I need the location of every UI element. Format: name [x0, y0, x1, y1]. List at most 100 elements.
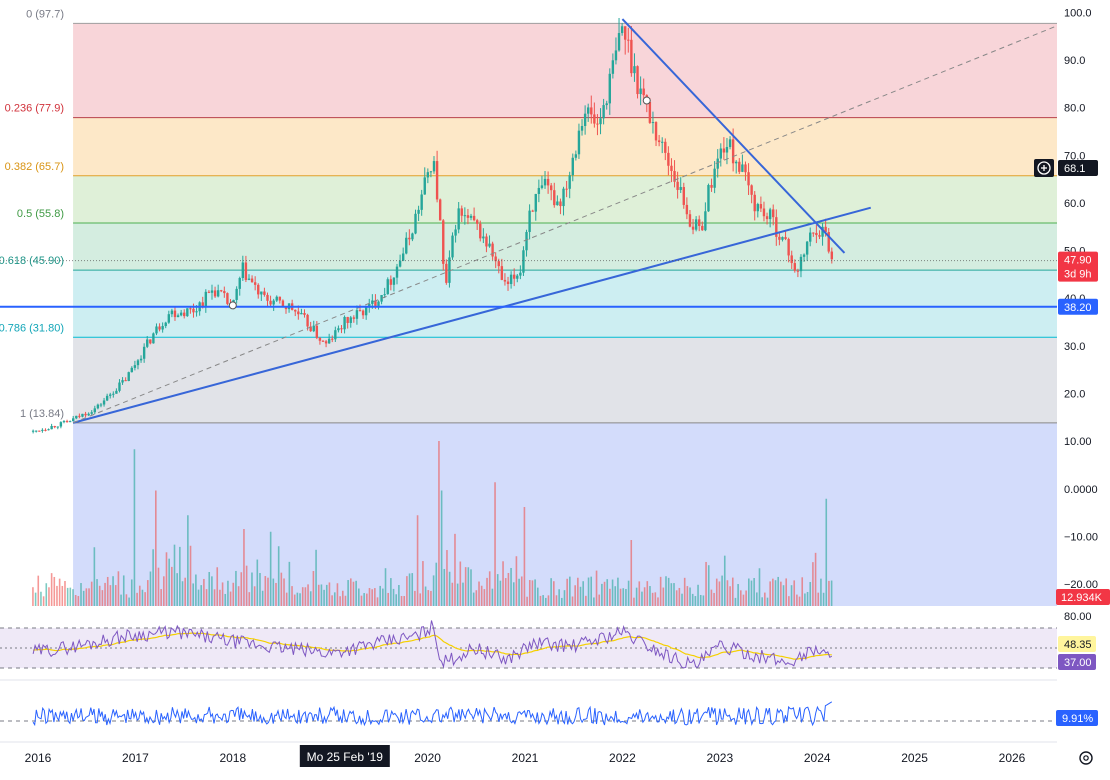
- candle[interactable]: [309, 326, 312, 332]
- candle[interactable]: [494, 256, 497, 262]
- candle[interactable]: [47, 429, 50, 431]
- candle[interactable]: [269, 300, 272, 305]
- candle[interactable]: [537, 187, 541, 194]
- candle[interactable]: [257, 284, 260, 295]
- candle[interactable]: [818, 235, 821, 237]
- candle[interactable]: [571, 157, 574, 176]
- candle[interactable]: [525, 231, 528, 251]
- candle[interactable]: [438, 199, 442, 221]
- candle[interactable]: [361, 310, 365, 316]
- candle[interactable]: [204, 291, 208, 307]
- candle[interactable]: [398, 260, 402, 267]
- candle[interactable]: [72, 418, 75, 422]
- candle[interactable]: [321, 340, 325, 342]
- candle[interactable]: [778, 236, 781, 240]
- candle[interactable]: [38, 430, 41, 432]
- candle[interactable]: [50, 426, 53, 430]
- candle[interactable]: [620, 26, 624, 34]
- candle[interactable]: [161, 326, 164, 330]
- candle[interactable]: [300, 313, 303, 315]
- candle[interactable]: [667, 152, 670, 166]
- candle[interactable]: [704, 211, 707, 231]
- candle[interactable]: [432, 161, 436, 172]
- candle[interactable]: [179, 312, 183, 316]
- candle[interactable]: [109, 394, 112, 396]
- candle[interactable]: [617, 33, 621, 51]
- candle[interactable]: [75, 415, 78, 419]
- candle[interactable]: [540, 185, 544, 188]
- candle[interactable]: [426, 172, 430, 178]
- candle[interactable]: [386, 279, 389, 295]
- candle[interactable]: [522, 250, 525, 273]
- candle[interactable]: [688, 214, 692, 227]
- candle[interactable]: [183, 312, 186, 317]
- candle[interactable]: [768, 209, 772, 220]
- candle[interactable]: [559, 201, 562, 207]
- candle[interactable]: [479, 223, 482, 239]
- candle[interactable]: [173, 310, 177, 318]
- candle[interactable]: [593, 114, 596, 124]
- candle[interactable]: [735, 161, 738, 164]
- candle[interactable]: [744, 164, 747, 173]
- candle[interactable]: [731, 139, 735, 164]
- candle[interactable]: [195, 311, 198, 313]
- candle[interactable]: [374, 300, 377, 306]
- candle[interactable]: [747, 172, 750, 186]
- candle[interactable]: [368, 303, 371, 307]
- candle[interactable]: [411, 233, 414, 240]
- candle[interactable]: [614, 50, 618, 61]
- candle[interactable]: [673, 170, 676, 182]
- candle[interactable]: [599, 118, 602, 125]
- drawing-lines[interactable]: [0, 18, 1061, 424]
- candle[interactable]: [315, 325, 319, 338]
- candle[interactable]: [528, 210, 531, 232]
- candle[interactable]: [805, 241, 809, 255]
- candle[interactable]: [176, 315, 180, 318]
- candle[interactable]: [99, 404, 103, 406]
- oscillator-pane[interactable]: [0, 701, 1110, 743]
- candle[interactable]: [475, 220, 479, 224]
- candle[interactable]: [192, 308, 195, 313]
- candle[interactable]: [445, 263, 448, 283]
- candle[interactable]: [460, 208, 463, 216]
- candle[interactable]: [448, 257, 451, 283]
- candle[interactable]: [802, 254, 806, 257]
- candle[interactable]: [586, 107, 590, 114]
- candle[interactable]: [241, 262, 245, 279]
- candle[interactable]: [651, 122, 655, 124]
- candle[interactable]: [327, 338, 331, 344]
- candle[interactable]: [380, 295, 383, 302]
- candle[interactable]: [272, 300, 275, 305]
- candle[interactable]: [324, 341, 328, 344]
- candle[interactable]: [216, 290, 220, 297]
- candle[interactable]: [725, 147, 729, 153]
- candle[interactable]: [583, 113, 587, 127]
- candle[interactable]: [102, 400, 106, 405]
- candle[interactable]: [442, 220, 445, 264]
- candle[interactable]: [35, 430, 38, 432]
- candle[interactable]: [65, 421, 69, 423]
- candle[interactable]: [392, 277, 396, 285]
- candle[interactable]: [531, 210, 534, 212]
- candle[interactable]: [642, 88, 645, 96]
- candle[interactable]: [605, 103, 608, 106]
- descending-trendline[interactable]: [621, 18, 846, 254]
- candle[interactable]: [364, 306, 368, 316]
- candle[interactable]: [562, 188, 565, 207]
- candle[interactable]: [728, 139, 732, 148]
- candle[interactable]: [53, 426, 56, 428]
- candle[interactable]: [93, 408, 97, 413]
- candle[interactable]: [630, 39, 633, 74]
- candle[interactable]: [266, 294, 269, 301]
- candle[interactable]: [824, 226, 827, 233]
- candle[interactable]: [741, 164, 744, 172]
- candle[interactable]: [534, 193, 537, 212]
- candle[interactable]: [756, 204, 760, 212]
- candle[interactable]: [346, 316, 349, 323]
- candle[interactable]: [355, 310, 359, 319]
- candle[interactable]: [220, 290, 223, 292]
- candle[interactable]: [352, 317, 356, 319]
- candle[interactable]: [420, 194, 423, 210]
- candle[interactable]: [408, 237, 411, 240]
